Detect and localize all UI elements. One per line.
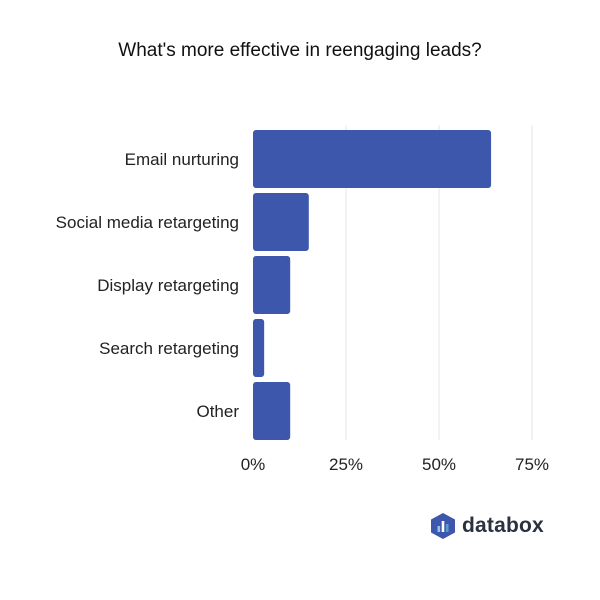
category-label: Display retargeting xyxy=(97,276,239,295)
tick-label: 50% xyxy=(422,455,456,474)
bars xyxy=(253,130,492,440)
bar xyxy=(253,382,291,440)
brand-logo: databox xyxy=(430,512,544,540)
brand-name: databox xyxy=(462,514,544,537)
tick-label: 75% xyxy=(515,455,549,474)
tick-label: 0% xyxy=(241,455,266,474)
bar xyxy=(253,319,265,377)
category-labels: Email nurturing Social media retargeting D… xyxy=(56,150,240,421)
category-label: Email nurturing xyxy=(125,150,239,169)
category-label: Search retargeting xyxy=(99,339,239,358)
chart-title: What's more effective in reengaging lead… xyxy=(118,40,482,61)
bar xyxy=(253,256,291,314)
tick-label: 25% xyxy=(329,455,363,474)
category-label: Other xyxy=(196,402,239,421)
category-label: Social media retargeting xyxy=(56,213,239,232)
bar xyxy=(253,193,309,251)
x-axis-ticks: 0% 25% 50% 75% xyxy=(241,455,549,474)
databox-logo-icon xyxy=(431,513,455,539)
bar xyxy=(253,130,492,188)
